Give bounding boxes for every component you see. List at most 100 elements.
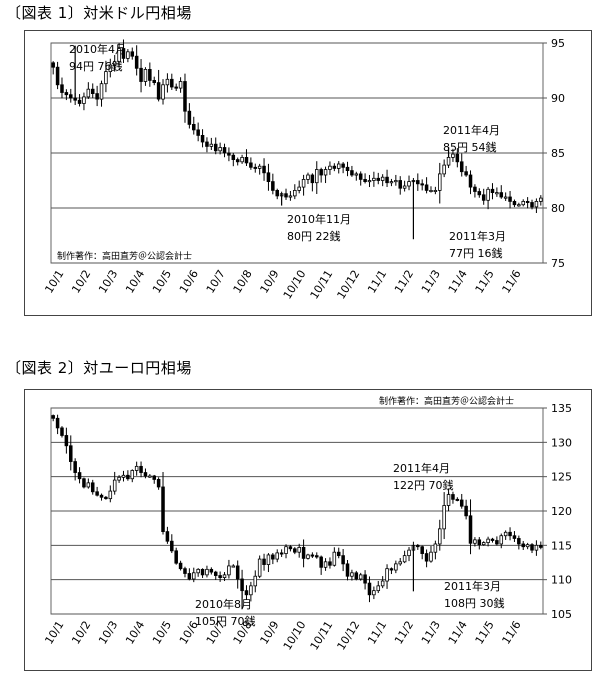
- chart1-candle: [82, 96, 86, 104]
- chart2-frame: 105 110 115 120 125 130 135 2011年4月 122円 70銭 2010…: [24, 389, 592, 671]
- chart2-candle: [178, 562, 183, 570]
- chart1-candle: [143, 69, 148, 82]
- chart1-annotation-label: 77円 16銭: [449, 247, 503, 260]
- chart1-candle: [517, 204, 521, 207]
- chart1-candle: [451, 153, 455, 158]
- chart1-candle: [240, 157, 244, 163]
- chart1-candle: [165, 78, 170, 86]
- chart1-candle: [112, 61, 117, 66]
- chart1-frame: 75 80 85 90 95 2010年4月 94円 76銭 2011年4月 85円 54銭 20…: [24, 30, 592, 316]
- chart1-candle: [512, 200, 517, 206]
- chart2-candle: [402, 555, 407, 563]
- chart1-candle: [306, 174, 310, 180]
- chart1-xtick-label: 11/2: [392, 268, 416, 296]
- chart2-candle: [262, 558, 266, 565]
- chart2-candle: [486, 538, 490, 543]
- chart1-candle: [495, 192, 499, 195]
- chart2-candle: [284, 546, 288, 554]
- chart1-candle: [64, 92, 69, 96]
- chart2-title: 〔図表 2〕対ユーロ円相場: [6, 359, 192, 377]
- chart1-candle: [275, 189, 279, 197]
- chart1-candle: [429, 189, 433, 192]
- chart2-candle: [170, 540, 174, 552]
- chart1-candle: [196, 129, 200, 136]
- chart2-candle: [64, 435, 69, 447]
- chart1-candle: [266, 172, 271, 183]
- chart2-candle: [424, 553, 429, 562]
- chart2-annotation-label: 105円 70銭: [195, 615, 256, 628]
- chart1-candle: [205, 141, 209, 147]
- chart1-candle: [218, 147, 222, 152]
- chart2-ytick-label: 105: [551, 608, 572, 621]
- chart1-candle: [345, 166, 350, 172]
- chart1-candle: [174, 86, 178, 89]
- chart2-xtick-label: 10/10: [281, 619, 309, 653]
- chart2-xtick-label: 10/1: [42, 619, 66, 647]
- chart2-candle: [73, 461, 77, 473]
- chart1-candle: [464, 171, 468, 176]
- chart1-xtick-label: 10/11: [308, 268, 336, 302]
- chart2-candle: [187, 573, 192, 580]
- chart2-credit: 制作著作：高田直芳＠公認会計士: [379, 395, 514, 407]
- chart2-candle: [55, 417, 60, 429]
- chart2-candle: [495, 540, 499, 545]
- chart1-candle: [192, 124, 196, 131]
- chart2-candle: [438, 528, 442, 545]
- chart1-candle: [455, 153, 460, 163]
- chart1-candle: [249, 162, 253, 168]
- chart1-candle: [385, 176, 389, 184]
- chart1-candle: [99, 83, 104, 100]
- chart2-candle: [143, 472, 148, 477]
- chart2-candle: [376, 585, 381, 592]
- chart2-candle: [451, 494, 455, 500]
- chart1-candle: [310, 174, 315, 184]
- chart1-candle: [293, 189, 297, 197]
- chart1-candle: [213, 143, 218, 152]
- chart1-candle: [262, 165, 266, 174]
- chart2-candle: [464, 505, 468, 517]
- chart1-xtick-label: 10/9: [258, 268, 282, 296]
- chart1-candle: [244, 157, 249, 164]
- chart2-candle: [240, 578, 244, 592]
- chart1-candle: [376, 177, 381, 181]
- chart2-candle: [231, 565, 236, 568]
- chart1-candle: [468, 174, 473, 188]
- chart1-xtick-label: 10/3: [96, 268, 120, 296]
- chart1-candle: [420, 183, 424, 186]
- chart1-candle: [178, 81, 183, 89]
- chart2-candle: [112, 479, 117, 492]
- chart1-annotation-label: 2011年4月: [443, 123, 500, 137]
- chart1-candle: [341, 163, 345, 168]
- chart1-candle: [227, 152, 231, 156]
- chart1-candle: [481, 194, 486, 201]
- chart2-candle: [367, 582, 372, 596]
- chart1-candle: [521, 200, 525, 206]
- chart1-candle: [161, 84, 165, 100]
- chart2-candle: [95, 491, 99, 496]
- chart2-candle: [165, 531, 170, 542]
- chart2-annotation-label: 108円 30銭: [444, 597, 505, 610]
- chart2-xtick-label: 11/6: [500, 619, 524, 647]
- chart2-candle: [521, 543, 525, 548]
- chart1-candle: [139, 67, 143, 82]
- chart2-candle: [306, 554, 310, 559]
- chart1-candle: [183, 81, 187, 112]
- chart2-candle: [99, 494, 104, 498]
- chart2-candle: [218, 575, 222, 579]
- chart1-candle: [438, 173, 442, 191]
- chart1-candle: [104, 71, 108, 85]
- chart2-candle: [271, 554, 275, 560]
- chart1-title: 〔図表 1〕対米ドル円相場: [6, 4, 192, 22]
- chart1-candle: [315, 169, 319, 184]
- chart2-ytick-label: 120: [551, 505, 572, 518]
- chart1-candle: [433, 189, 438, 192]
- chart2-candle: [82, 478, 86, 488]
- chart1-annotation-label: 2011年3月: [449, 229, 506, 243]
- chart2-candle: [512, 535, 517, 539]
- chart1-candle: [86, 88, 91, 98]
- chart1-candle: [108, 64, 113, 72]
- chart1-candle: [372, 177, 376, 181]
- chart1-xtick-label: 10/2: [69, 268, 93, 296]
- chart1-candle: [350, 170, 354, 176]
- chart2-candle: [152, 475, 156, 480]
